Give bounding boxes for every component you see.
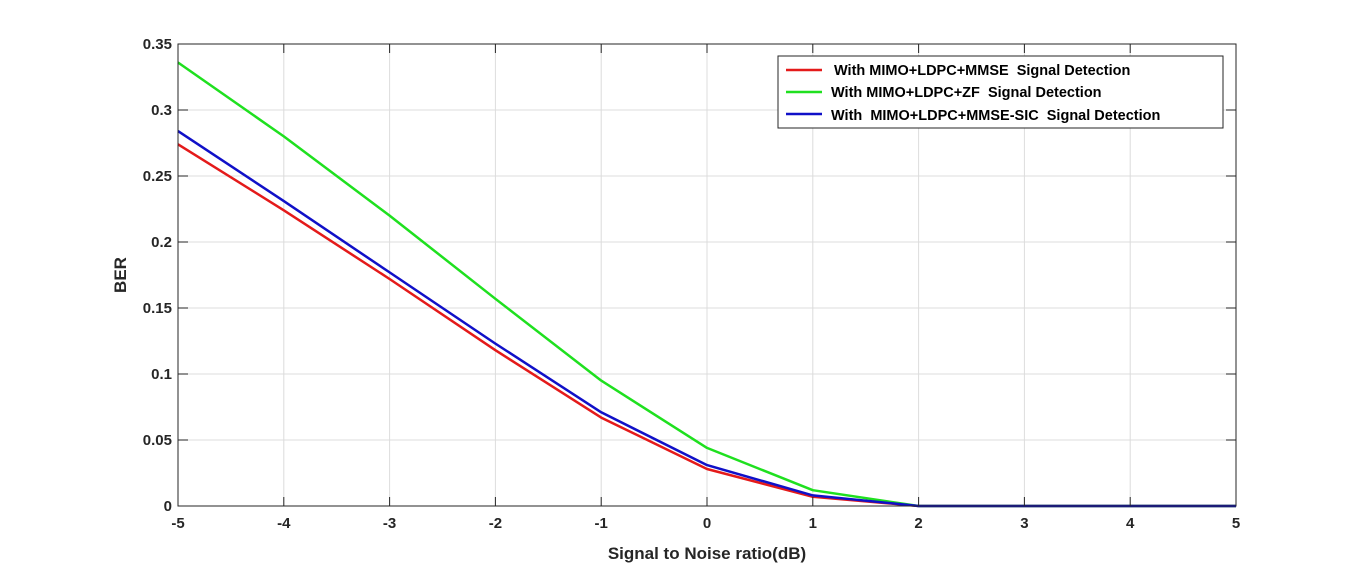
x-axis-ticks: -5 -4 -3 -2 -1 0 1 2 3 4 5 <box>171 44 1240 532</box>
x-tick-label: 2 <box>914 515 922 532</box>
y-tick-label: 0.05 <box>143 432 172 449</box>
x-axis-label: Signal to Noise ratio(dB) <box>608 544 806 563</box>
y-tick-label: 0 <box>164 498 172 515</box>
legend-label-mmse-sic: With MIMO+LDPC+MMSE-SIC Signal Detection <box>831 108 1160 124</box>
x-tick-label: -4 <box>277 515 291 532</box>
x-tick-label: 0 <box>703 515 711 532</box>
x-tick-label: -2 <box>489 515 502 532</box>
y-tick-label: 0.25 <box>143 168 172 185</box>
y-tick-label: 0.15 <box>143 300 172 317</box>
y-tick-label: 0.1 <box>151 366 172 383</box>
x-tick-label: -5 <box>171 515 184 532</box>
x-tick-label: 5 <box>1232 515 1240 532</box>
y-axis-label: BER <box>111 257 130 293</box>
y-tick-label: 0.3 <box>151 102 172 119</box>
x-tick-label: 3 <box>1020 515 1028 532</box>
legend-label-zf: With MIMO+LDPC+ZF Signal Detection <box>831 85 1102 101</box>
y-tick-label: 0.35 <box>143 36 172 53</box>
legend-label-mmse: With MIMO+LDPC+MMSE Signal Detection <box>834 63 1130 79</box>
legend-box <box>777 55 1224 129</box>
x-tick-label: 4 <box>1126 515 1135 532</box>
x-tick-label: -3 <box>383 515 396 532</box>
y-tick-label: 0.2 <box>151 234 172 251</box>
x-tick-label: -1 <box>595 515 608 532</box>
y-axis-ticks: 0 0.05 0.1 0.15 0.2 0.25 0.3 0.35 <box>143 36 1236 515</box>
legend: With MIMO+LDPC+MMSE Signal Detection Wit… <box>777 55 1224 129</box>
x-tick-label: 1 <box>809 515 817 532</box>
